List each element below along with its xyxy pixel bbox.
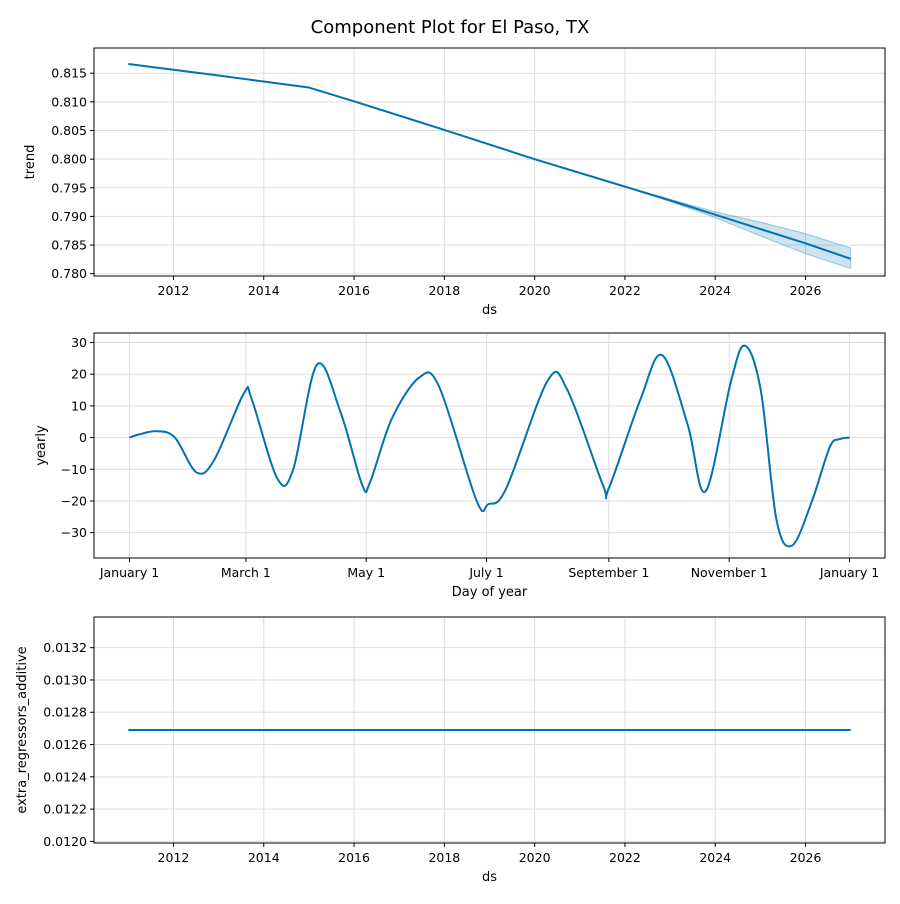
y-tick-label: 0.790 [51,209,87,224]
x-tick-label: March 1 [221,565,271,580]
x-tick-label: January 1 [819,565,879,580]
y-tick-label: 0.0120 [43,834,87,849]
x-tick-label: 2026 [790,850,822,865]
y-axis-label: extra_regressors_additive [15,646,30,813]
y-tick-label: 0.795 [51,180,87,195]
figure-title: Component Plot for El Paso, TX [311,17,590,38]
y-tick-label: 0.810 [51,94,87,109]
y-tick-label: 0.0130 [43,672,87,687]
x-tick-label: 2014 [248,283,280,298]
y-tick-label: 0 [79,430,87,445]
x-tick-label: 2012 [158,850,190,865]
yearly-series-line [129,344,850,548]
axes-frame [93,332,886,559]
y-tick-label: 0.0132 [43,640,87,655]
x-tick-label: November 1 [691,565,768,580]
y-tick-label: 0.780 [51,266,87,281]
y-tick-label: 0.805 [51,123,87,138]
y-tick-label: 20 [71,367,87,382]
axes-frame [93,616,886,844]
y-tick-label: 0.0122 [43,802,87,817]
axes-frame [93,47,886,277]
x-tick-label: 2012 [158,283,190,298]
y-tick-label: 0.0128 [43,705,87,720]
y-tick-label: 0.0124 [43,769,87,784]
x-tick-label: 2016 [338,850,370,865]
x-tick-label: 2020 [519,283,551,298]
y-axis-label: trend [23,145,38,180]
y-axis-label: yearly [34,425,49,466]
x-tick-label: January 1 [99,565,159,580]
x-tick-label: 2014 [248,850,280,865]
y-tick-label: 0.815 [51,66,87,81]
x-tick-label: July 1 [468,565,503,580]
y-tick-label: 0.785 [51,238,87,253]
x-axis-label: Day of year [452,585,528,600]
y-tick-label: 30 [71,335,87,350]
y-tick-label: 0.800 [51,152,87,167]
x-tick-label: May 1 [347,565,385,580]
x-tick-label: 2024 [699,850,731,865]
y-tick-label: 0.0126 [43,737,87,752]
x-axis-label: ds [482,870,497,885]
x-axis-label: ds [482,303,497,318]
y-tick-label: −10 [61,462,87,477]
x-tick-label: 2022 [609,283,641,298]
x-tick-label: 2020 [519,850,551,865]
x-tick-label: September 1 [568,565,649,580]
x-tick-label: 2018 [428,283,460,298]
y-tick-label: −20 [61,493,87,508]
y-tick-label: −30 [61,525,87,540]
x-tick-label: 2024 [699,283,731,298]
x-tick-label: 2018 [428,850,460,865]
x-tick-label: 2022 [609,850,641,865]
x-tick-label: 2016 [338,283,370,298]
x-tick-label: 2026 [790,283,822,298]
trend-series-line [128,63,852,260]
y-tick-label: 10 [71,398,87,413]
